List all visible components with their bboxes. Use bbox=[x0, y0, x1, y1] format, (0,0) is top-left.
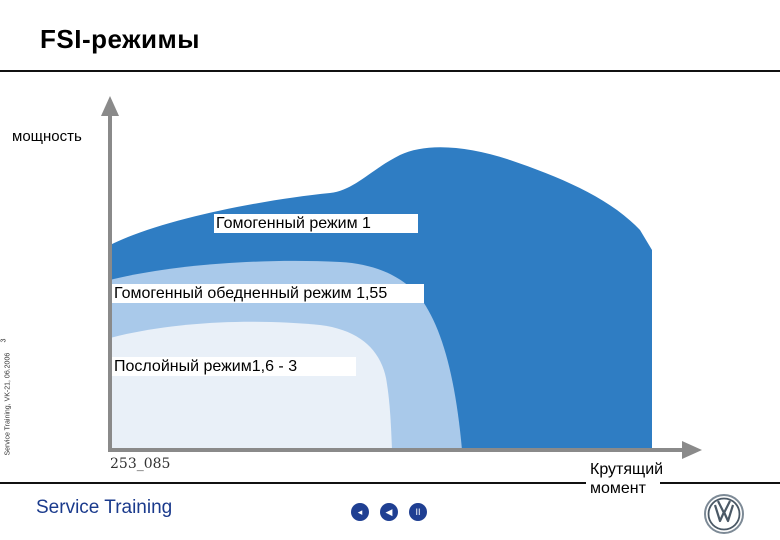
y-axis-label: мощность bbox=[12, 128, 82, 145]
x-axis-arrow bbox=[682, 441, 702, 459]
x-axis-label-line1: Крутящий bbox=[590, 461, 664, 478]
region-stratified bbox=[110, 321, 392, 450]
footer-divider-right bbox=[660, 482, 780, 484]
nav-pause-icon[interactable]: II bbox=[409, 503, 427, 521]
footer-divider-left bbox=[0, 482, 586, 484]
x-axis-label: Крутящий момент bbox=[590, 460, 664, 498]
nav-previous-icon[interactable]: ◀ bbox=[380, 503, 398, 521]
figure-id: 253_085 bbox=[110, 456, 171, 472]
region-label-homogeneous-lean: Гомогенный обедненный режим 1,55 bbox=[112, 284, 424, 303]
y-axis-arrow bbox=[101, 96, 119, 116]
region-label-stratified: Послойный режим1,6 - 3 bbox=[112, 357, 356, 376]
nav-back-icon[interactable]: ◂ bbox=[351, 503, 369, 521]
header-divider bbox=[0, 70, 780, 72]
page-title: FSI-режимы bbox=[40, 24, 200, 54]
footer-brand: Service Training bbox=[36, 497, 173, 518]
vw-logo-icon bbox=[704, 494, 744, 534]
x-axis-label-line2: момент bbox=[590, 480, 646, 497]
region-label-homogeneous: Гомогенный режим 1 bbox=[214, 214, 418, 233]
